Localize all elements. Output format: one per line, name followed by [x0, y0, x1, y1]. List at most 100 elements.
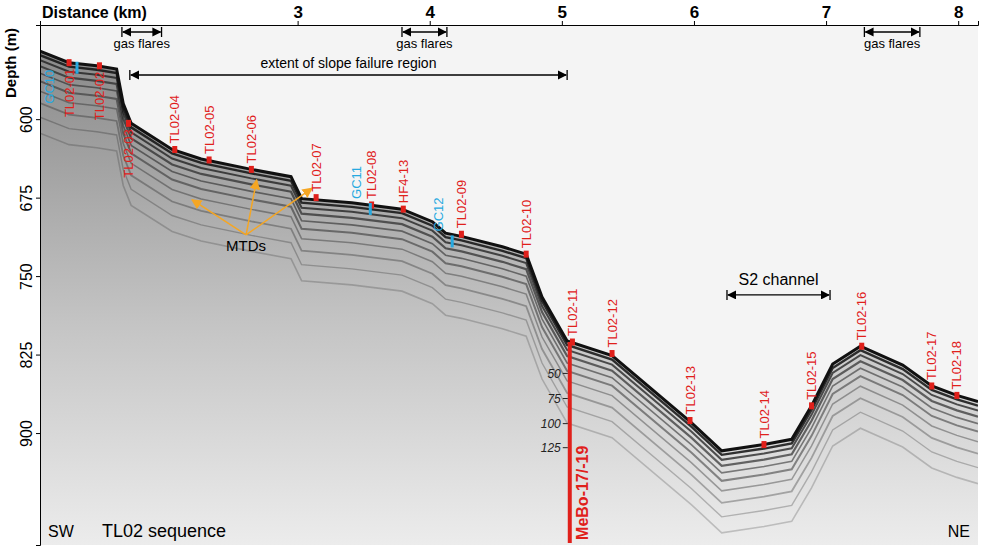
tick: 8 — [954, 3, 963, 25]
station-label: TL02-05 — [202, 106, 217, 154]
gas-flares-arrow — [403, 31, 446, 32]
channel — [727, 290, 830, 300]
sediment-area — [40, 51, 978, 545]
reflector — [40, 66, 978, 466]
station-marker — [610, 350, 615, 357]
station-marker — [761, 441, 766, 448]
station-marker — [67, 59, 72, 66]
borehole-tick — [563, 373, 568, 374]
station-label: TL02-16 — [854, 292, 869, 340]
annotations: Distance (km) Depth (m) gas flares gas flar… — [2, 4, 970, 541]
station-label: TL02-01 — [62, 69, 77, 117]
borehole-tick-label: 50 — [547, 367, 561, 381]
borehole-label: MeBo-17/-19 — [574, 446, 591, 540]
station-label: TL02-11 — [565, 289, 580, 336]
station-marker — [249, 166, 254, 173]
tick-mark — [36, 119, 40, 120]
station-label: TL02-17 — [924, 332, 939, 380]
marks — [40, 51, 978, 545]
y-axis-title: Depth (m) — [2, 28, 19, 98]
tick-label: 6 — [690, 3, 699, 22]
station-label: TL02-08 — [364, 151, 379, 199]
slope-failure-label: extent of slope failure region — [261, 55, 437, 71]
title: TL02 sequence — [102, 521, 226, 541]
mtd-arrow — [192, 200, 246, 235]
axis-line — [41, 21, 979, 26]
station-marker — [459, 231, 464, 238]
tick-label: 8 — [954, 3, 963, 22]
corner-label: SW — [48, 523, 75, 540]
channel-label: S2 channel — [738, 271, 818, 288]
station-label: TL02-15 — [804, 351, 819, 399]
slope-failure-end — [566, 70, 567, 80]
station-label: TL02-14 — [757, 390, 772, 438]
x-axis: 3 4 5 6 7 8 — [41, 3, 979, 26]
chart: 3 4 5 6 7 8 600 675 750 825 900 Distance (km) Depth … — [0, 0, 986, 552]
tick-label: 7 — [822, 3, 831, 22]
tick-label: 750 — [18, 263, 35, 290]
gas-flares-label: gas flares — [396, 36, 453, 51]
tick: 3 — [293, 3, 302, 25]
tick-mark — [36, 433, 40, 434]
mtds-label: MTDs — [226, 237, 266, 254]
station-marker — [401, 206, 406, 213]
station-label: TL02-02 — [92, 72, 107, 120]
borehole — [568, 342, 572, 543]
gas-flares-arrow — [123, 31, 161, 32]
station-marker — [524, 251, 529, 258]
gas-flares-label: gas flares — [864, 36, 921, 51]
station-label: TL02-04 — [167, 95, 182, 143]
gas-flares-arrow — [865, 31, 918, 32]
station-marker — [809, 402, 814, 409]
core-marker — [369, 203, 372, 215]
slope-failure — [130, 70, 567, 80]
tick: 900 — [18, 420, 40, 447]
core-marker — [451, 235, 454, 247]
station-label: TL02-18 — [949, 341, 964, 389]
tick-label: 600 — [18, 106, 35, 133]
reflector — [40, 55, 978, 455]
core-label: GC11 — [349, 166, 364, 199]
station-marker — [207, 156, 212, 163]
station-marker — [97, 62, 102, 69]
tick: 825 — [18, 342, 40, 369]
channel-end — [726, 290, 727, 300]
plot-background — [40, 25, 978, 545]
tick: 675 — [18, 185, 40, 212]
station-marker — [126, 120, 131, 127]
station-label: TL02-03 — [121, 129, 136, 177]
tick: 750 — [18, 263, 40, 290]
tick-label: 900 — [18, 420, 35, 447]
station-marker — [954, 392, 959, 399]
station-marker — [929, 382, 934, 389]
corner-label: NE — [948, 523, 970, 540]
tick: 7 — [822, 3, 831, 25]
core-label: GC12 — [431, 197, 446, 231]
y-axis: 600 675 750 825 900 — [18, 26, 41, 546]
reflector — [40, 133, 978, 533]
x-axis-title: Distance (km) — [42, 4, 147, 21]
channel-arrow — [728, 294, 829, 295]
tick: 600 — [18, 106, 40, 133]
tick-mark — [36, 198, 40, 199]
borehole-tick-label: 100 — [541, 417, 561, 431]
station-label: TL02-10 — [519, 200, 534, 248]
tick-label: 675 — [18, 185, 35, 212]
axis-line — [36, 26, 41, 546]
tick: 4 — [425, 3, 435, 25]
station-label: HF4-13 — [396, 160, 411, 203]
station-marker — [859, 343, 864, 350]
borehole-tick — [563, 447, 568, 448]
tick: 5 — [558, 3, 567, 25]
channel-end — [829, 290, 830, 300]
tick-label: 3 — [293, 3, 302, 22]
tick-label: 4 — [425, 3, 435, 22]
mtd-arrow — [246, 180, 257, 235]
reflector — [40, 60, 978, 460]
gas-flares-label: gas flares — [114, 36, 171, 51]
station-label: TL02-12 — [605, 299, 620, 347]
borehole-tick-label: 125 — [541, 441, 561, 455]
tick-mark — [36, 355, 40, 356]
station-label: TL02-09 — [454, 180, 469, 228]
slope-failure-arrow — [131, 74, 566, 75]
